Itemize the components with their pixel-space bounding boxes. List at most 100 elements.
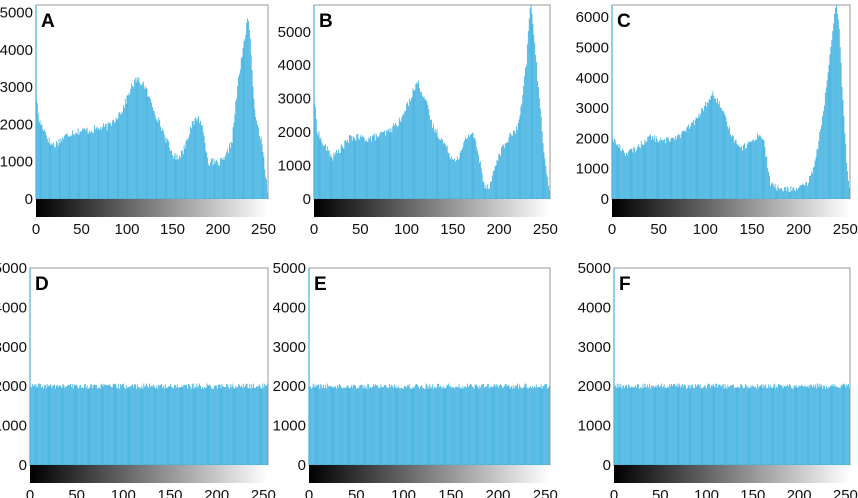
histogram-bar	[745, 148, 747, 199]
histogram-bar	[848, 180, 849, 199]
histogram-bar	[626, 154, 628, 199]
histogram-bar	[195, 117, 197, 199]
histogram-bar	[210, 386, 212, 465]
histogram-bar	[41, 123, 43, 199]
histogram-bar	[58, 385, 60, 465]
histogram-bar	[663, 140, 664, 199]
histogram-bar	[155, 118, 157, 199]
histogram-bar	[731, 136, 732, 199]
histogram-bar	[797, 387, 799, 465]
histogram-bar	[217, 384, 219, 465]
histogram-bar	[171, 150, 172, 199]
histogram-bar	[427, 105, 429, 199]
histogram-bar	[490, 181, 491, 199]
histogram-bar	[76, 385, 78, 465]
histogram-bar	[723, 112, 725, 199]
histogram-bar	[357, 388, 359, 465]
histogram-bar	[351, 140, 353, 199]
histogram-bar	[616, 383, 618, 465]
histogram-bar	[802, 386, 804, 465]
histogram-bar	[823, 385, 825, 465]
histogram-bar	[803, 185, 805, 199]
histogram-bar	[474, 384, 476, 465]
histogram-bar	[378, 136, 380, 199]
histogram-bar	[716, 102, 717, 199]
histogram-bar	[806, 387, 808, 465]
histogram-bar	[392, 388, 394, 465]
histogram-bar	[663, 384, 665, 465]
histogram-bar	[527, 388, 529, 465]
histogram-bar	[232, 127, 234, 199]
histogram-bar	[709, 100, 711, 199]
histogram-bar	[774, 383, 776, 465]
histogram-bar	[81, 387, 82, 465]
histogram-bar	[183, 144, 185, 199]
histogram-bar	[428, 108, 430, 199]
histogram-bar	[126, 95, 128, 199]
histogram-bar	[158, 117, 160, 199]
histogram-bar	[176, 154, 178, 199]
histogram-bar	[539, 387, 541, 465]
histogram-bar	[54, 146, 55, 199]
histogram-bar	[664, 143, 666, 199]
histogram-bar	[181, 385, 183, 465]
histogram-bar	[246, 383, 248, 465]
histogram-bar	[617, 387, 619, 465]
histogram-bar	[736, 387, 738, 465]
histogram-bar	[259, 139, 261, 199]
histogram-bar	[782, 190, 783, 199]
histogram-bar	[202, 131, 204, 199]
histogram-bar	[706, 102, 708, 199]
histogram-bar	[391, 132, 393, 199]
histogram-bar	[63, 138, 65, 199]
histogram-bar	[619, 387, 621, 465]
histogram-bar	[166, 388, 168, 465]
histogram-bar	[514, 133, 516, 199]
histogram-bar	[435, 132, 437, 199]
histogram-bar	[337, 384, 339, 465]
histogram-bar	[395, 388, 397, 465]
histogram-bar	[816, 149, 818, 199]
histogram-bar	[82, 388, 84, 465]
histogram-bar	[193, 124, 195, 199]
histogram-bar	[844, 133, 846, 199]
histogram-bar	[638, 144, 639, 199]
histogram-bar	[408, 105, 409, 199]
histogram-bar	[713, 385, 715, 465]
y-tick-label: 4000	[0, 42, 33, 59]
histogram-bar	[643, 144, 645, 199]
histogram-bar	[382, 132, 384, 199]
histogram-bar	[787, 384, 789, 465]
histogram-bar	[687, 385, 689, 465]
histogram-bar	[97, 129, 99, 199]
histogram-bar	[528, 388, 530, 465]
histogram-bar	[476, 147, 478, 199]
histogram-bar	[420, 386, 421, 465]
histogram-bar	[204, 387, 206, 465]
histogram-bar	[829, 386, 831, 465]
histogram-bar	[615, 387, 617, 465]
histogram-bar	[330, 153, 332, 199]
y-tick-label: 3000	[576, 100, 609, 117]
histogram-bar	[846, 384, 848, 465]
histogram-bar	[381, 131, 383, 199]
histogram-bar	[71, 136, 73, 199]
histogram-bars	[30, 383, 268, 465]
histogram-bar	[250, 54, 252, 199]
y-tick-label: 0	[603, 457, 611, 474]
histogram-bar	[415, 84, 417, 199]
histogram-bar	[192, 120, 194, 199]
histogram-bar	[341, 387, 342, 465]
histogram-bar	[467, 134, 469, 199]
histogram-bar	[665, 137, 667, 199]
histogram-bar	[747, 141, 749, 199]
histogram-bar	[838, 28, 840, 200]
histogram-bar	[534, 387, 536, 465]
histogram-bar	[497, 161, 499, 199]
histogram-bar	[669, 141, 671, 199]
histogram-bar	[795, 384, 797, 465]
histogram-bar	[337, 152, 338, 199]
histogram-bar	[493, 384, 495, 465]
histogram-bar	[52, 144, 54, 199]
